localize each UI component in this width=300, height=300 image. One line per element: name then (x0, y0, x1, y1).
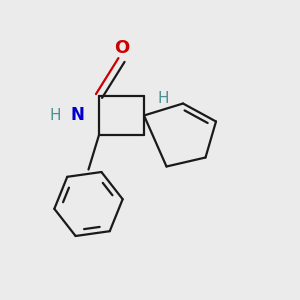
Text: H: H (50, 108, 61, 123)
Text: H: H (158, 91, 169, 106)
Text: O: O (114, 39, 129, 57)
Text: N: N (70, 106, 84, 124)
